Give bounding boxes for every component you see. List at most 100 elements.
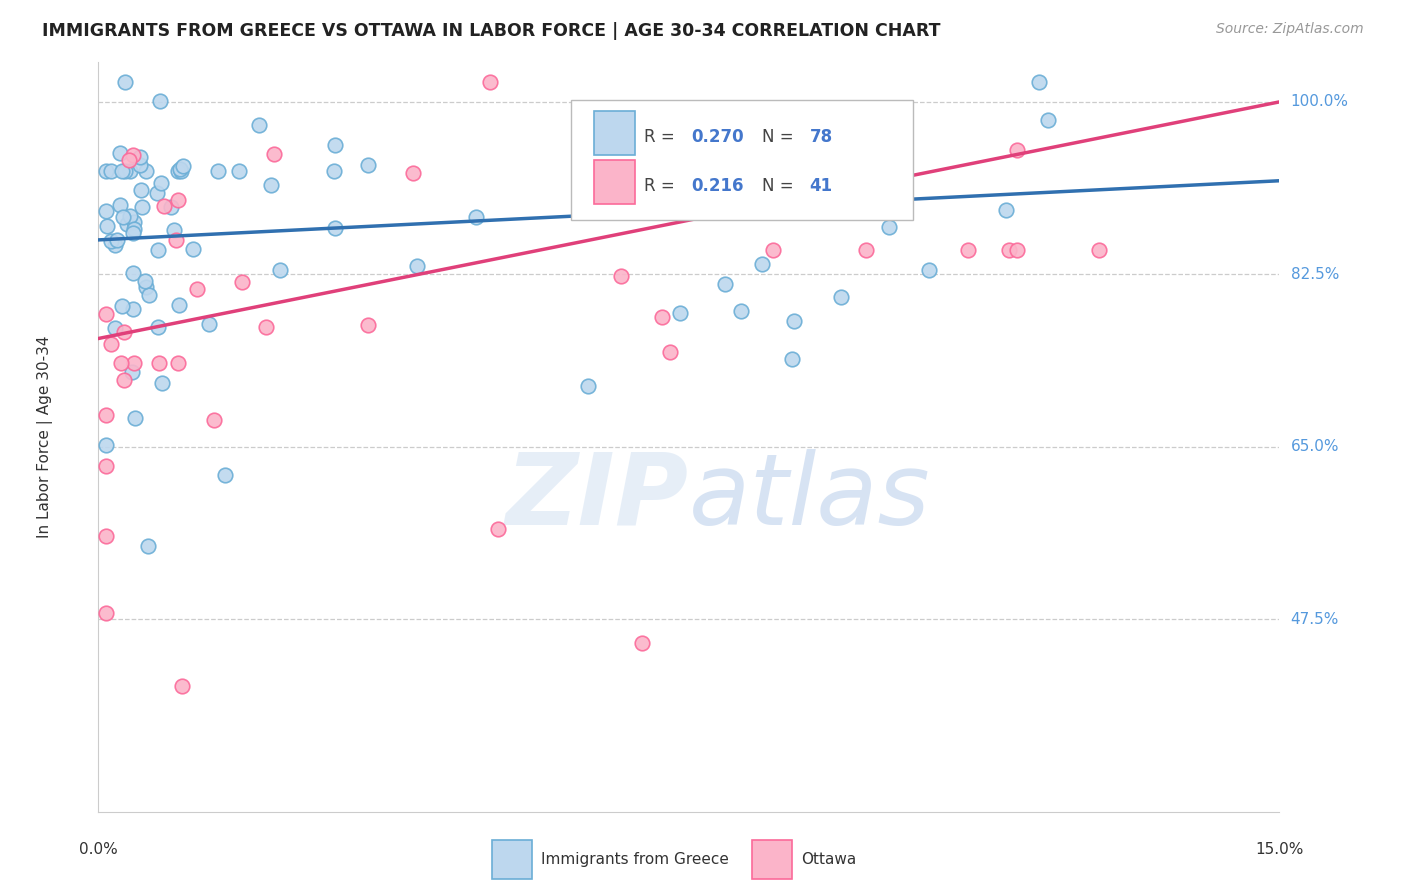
Point <box>998 243 1021 257</box>
Point <box>105 233 128 247</box>
Point <box>148 356 170 370</box>
Point <box>96 219 118 234</box>
Point <box>112 373 135 387</box>
Point <box>323 137 346 152</box>
Point <box>114 164 136 178</box>
Point <box>121 365 143 379</box>
Text: 47.5%: 47.5% <box>1291 612 1339 627</box>
Text: 15.0%: 15.0% <box>1256 842 1303 857</box>
FancyBboxPatch shape <box>752 840 792 880</box>
Point <box>478 75 501 89</box>
Point <box>122 222 145 236</box>
Point <box>108 146 131 161</box>
Point <box>406 259 429 273</box>
Text: ZIP: ZIP <box>506 449 689 546</box>
Point <box>1007 143 1029 157</box>
FancyBboxPatch shape <box>595 160 634 204</box>
Point <box>114 75 136 89</box>
Point <box>110 197 132 211</box>
Point <box>129 158 152 172</box>
Point <box>122 215 145 229</box>
FancyBboxPatch shape <box>571 100 914 219</box>
Text: R =: R = <box>644 178 681 195</box>
Point <box>96 408 118 422</box>
Point <box>668 306 690 320</box>
FancyBboxPatch shape <box>595 111 634 154</box>
Point <box>136 539 159 553</box>
Text: R =: R = <box>644 128 681 145</box>
Point <box>228 164 250 178</box>
Point <box>877 219 900 234</box>
Point <box>214 467 236 482</box>
Point <box>96 529 118 543</box>
Point <box>162 223 184 237</box>
Point <box>197 317 219 331</box>
Point <box>114 325 136 339</box>
Point <box>100 164 122 178</box>
Point <box>357 158 380 172</box>
Point <box>676 175 699 189</box>
Point <box>153 199 176 213</box>
Point <box>254 319 277 334</box>
Point <box>100 336 122 351</box>
Point <box>122 147 145 161</box>
Point <box>145 186 167 200</box>
Point <box>995 203 1018 218</box>
Point <box>825 186 848 200</box>
Text: 78: 78 <box>810 128 832 145</box>
Point <box>165 233 187 247</box>
Point <box>260 178 283 193</box>
Point <box>576 379 599 393</box>
Point <box>122 301 145 316</box>
Point <box>610 268 633 283</box>
Point <box>124 411 146 425</box>
Point <box>169 161 191 176</box>
Text: IMMIGRANTS FROM GREECE VS OTTAWA IN LABOR FORCE | AGE 30-34 CORRELATION CHART: IMMIGRANTS FROM GREECE VS OTTAWA IN LABO… <box>42 22 941 40</box>
Text: atlas: atlas <box>689 449 931 546</box>
Point <box>170 679 193 693</box>
Point <box>150 376 173 390</box>
Point <box>1028 75 1050 89</box>
Text: 65.0%: 65.0% <box>1291 440 1339 454</box>
Point <box>322 164 344 178</box>
Point <box>148 319 170 334</box>
Text: N =: N = <box>762 178 799 195</box>
Point <box>111 299 134 313</box>
Point <box>1038 113 1060 128</box>
Point <box>111 210 134 224</box>
Point <box>247 118 270 132</box>
Point <box>167 356 190 370</box>
Point <box>957 243 980 257</box>
Point <box>630 636 652 650</box>
Point <box>104 321 127 335</box>
Point <box>96 458 118 473</box>
Text: 100.0%: 100.0% <box>1291 95 1348 110</box>
Point <box>486 522 509 536</box>
Point <box>1088 243 1111 257</box>
Point <box>104 238 127 252</box>
Text: Immigrants from Greece: Immigrants from Greece <box>541 852 730 867</box>
Point <box>855 243 877 257</box>
Point <box>115 217 138 231</box>
Point <box>269 263 291 277</box>
Point <box>918 263 941 277</box>
Point <box>172 159 194 173</box>
Point <box>96 438 118 452</box>
Point <box>186 282 208 296</box>
Point <box>122 356 145 370</box>
Point <box>780 351 803 366</box>
Point <box>202 413 225 427</box>
Point <box>167 298 190 312</box>
Point <box>122 226 145 240</box>
Point <box>96 204 118 219</box>
Point <box>138 287 160 301</box>
Text: 0.216: 0.216 <box>692 178 744 195</box>
Point <box>167 164 190 178</box>
Point <box>834 109 856 123</box>
Point <box>170 164 193 178</box>
Point <box>135 279 157 293</box>
Point <box>149 95 172 109</box>
Text: Source: ZipAtlas.com: Source: ZipAtlas.com <box>1216 22 1364 37</box>
Point <box>713 188 735 202</box>
Point <box>118 164 141 178</box>
